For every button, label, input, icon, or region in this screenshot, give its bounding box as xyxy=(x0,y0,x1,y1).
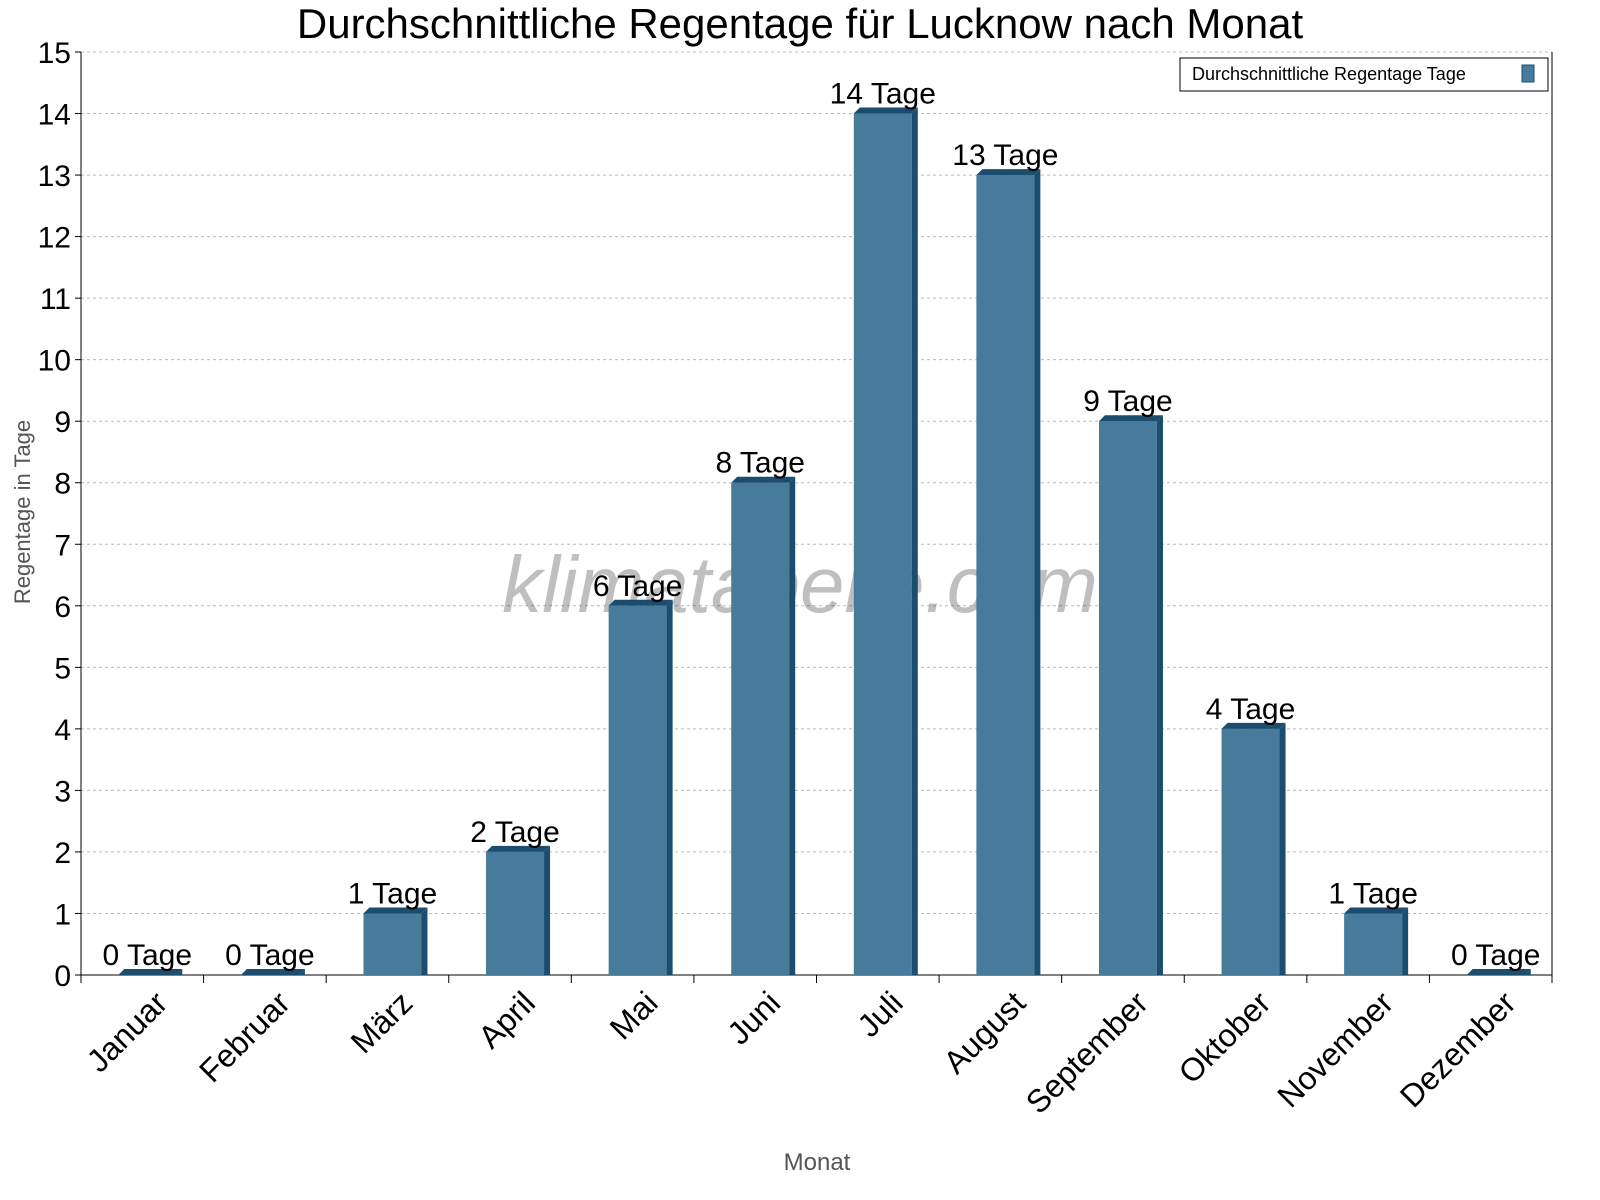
bar-side xyxy=(1034,169,1041,976)
x-tick-label: November xyxy=(1270,984,1400,1114)
data-label: 0 Tage xyxy=(225,939,315,972)
y-tick-label: 6 xyxy=(54,591,71,624)
y-tick-label: 2 xyxy=(54,837,71,870)
bar-top xyxy=(1221,722,1286,729)
x-tick-label: April xyxy=(471,984,542,1055)
data-label: 6 Tage xyxy=(593,570,683,603)
x-tick-label: Juli xyxy=(850,984,909,1043)
y-tick-label: 3 xyxy=(54,775,71,808)
legend-swatch xyxy=(1521,64,1535,83)
data-label: 0 Tage xyxy=(1451,939,1541,972)
data-label: 8 Tage xyxy=(715,447,805,480)
bar-top xyxy=(118,969,183,975)
data-label: 1 Tage xyxy=(1328,877,1418,910)
bar-side xyxy=(421,907,428,975)
bar xyxy=(363,913,422,975)
data-label: 13 Tage xyxy=(952,139,1058,172)
bar-top xyxy=(608,599,673,606)
data-label: 9 Tage xyxy=(1083,385,1173,418)
bar xyxy=(1221,728,1280,975)
x-tick-label: Februar xyxy=(192,984,297,1089)
chart-title: Durchschnittliche Regentage für Lucknow … xyxy=(297,0,1304,47)
bars xyxy=(118,107,1531,976)
data-label: 2 Tage xyxy=(470,816,560,849)
bar-side xyxy=(911,107,918,976)
x-tick-label: Dezember xyxy=(1393,984,1523,1114)
bar-side xyxy=(666,599,673,975)
legend-box xyxy=(1179,57,1549,92)
x-tick-label: Januar xyxy=(80,984,175,1079)
grid xyxy=(81,51,1552,914)
data-label: 0 Tage xyxy=(103,939,193,972)
y-tick-label: 8 xyxy=(54,468,71,501)
bar-top xyxy=(731,476,796,483)
bar xyxy=(976,175,1035,976)
x-tick-label: März xyxy=(344,984,420,1060)
y-axis-label: Regentage in Tage xyxy=(10,420,35,604)
y-tick-label: 15 xyxy=(38,37,71,70)
y-tick-label: 13 xyxy=(38,160,71,193)
bar-top xyxy=(486,845,551,852)
bar-side xyxy=(1156,415,1163,975)
legend[interactable]: Durchschnittliche Regentage Tage xyxy=(1179,57,1549,92)
y-tick-label: 0 xyxy=(54,960,71,993)
bar-top xyxy=(853,107,918,114)
data-label: 14 Tage xyxy=(830,78,936,111)
y-tick-label: 9 xyxy=(54,406,71,439)
y-tick-label: 7 xyxy=(54,529,71,562)
bar xyxy=(853,113,912,976)
bar xyxy=(731,482,790,975)
y-tick-label: 10 xyxy=(38,345,71,378)
y-tick-label: 11 xyxy=(40,283,71,316)
bar-side xyxy=(1279,722,1286,975)
data-label: 1 Tage xyxy=(348,877,438,910)
bar-top xyxy=(1466,969,1531,975)
bar-side xyxy=(789,476,796,975)
data-labels: 0 Tage 0 Tage 1 Tage 2 Tage 6 Tage 8 Tage 14 T… xyxy=(103,78,1541,972)
legend-label: Durchschnittliche Regentage Tage xyxy=(1192,64,1466,84)
x-axis: Januar Februar März April Mai Juni Juli AugustS… xyxy=(80,974,1553,1121)
y-tick-label: 14 xyxy=(38,99,71,132)
x-axis-label: Monat xyxy=(784,1149,851,1176)
x-tick-label: August xyxy=(936,984,1032,1080)
x-tick-label: Juni xyxy=(720,984,787,1051)
data-label: 4 Tage xyxy=(1206,693,1296,726)
bar-top xyxy=(1344,907,1409,914)
bar-top xyxy=(363,907,428,914)
bar xyxy=(1344,913,1403,975)
bar xyxy=(608,605,667,975)
y-tick-label: 1 xyxy=(54,898,71,931)
bar xyxy=(1098,421,1157,975)
x-tick-label: September xyxy=(1019,984,1155,1120)
bar-side xyxy=(544,845,551,975)
y-tick-label: 5 xyxy=(54,652,71,685)
bar-top xyxy=(1098,415,1163,422)
y-tick-label: 4 xyxy=(54,714,71,747)
bar-top xyxy=(976,169,1041,176)
bar-side xyxy=(1402,907,1409,975)
x-tick-label: Oktober xyxy=(1172,984,1278,1090)
y-tick-label: 12 xyxy=(38,222,71,255)
x-tick-label: Mai xyxy=(603,984,665,1046)
bar-top xyxy=(240,969,305,975)
bar xyxy=(486,851,545,975)
